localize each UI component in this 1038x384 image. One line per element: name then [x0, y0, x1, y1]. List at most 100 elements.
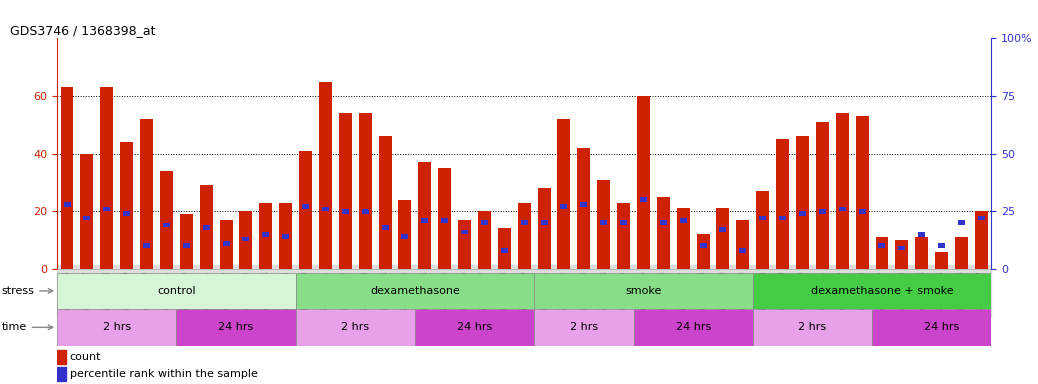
Bar: [978, 216, 985, 220]
Text: GDS3746 / 1368398_at: GDS3746 / 1368398_at: [10, 24, 156, 37]
Bar: [958, 220, 965, 225]
Bar: [57, 309, 176, 346]
Bar: [975, 211, 988, 269]
Text: dexamethasone: dexamethasone: [370, 286, 460, 296]
Bar: [438, 168, 452, 269]
Bar: [500, 248, 508, 253]
Bar: [60, 88, 74, 269]
Bar: [898, 246, 905, 250]
Bar: [535, 309, 633, 346]
Bar: [222, 241, 229, 246]
Bar: [757, 191, 769, 269]
Bar: [399, 200, 411, 269]
Bar: [819, 209, 826, 214]
Bar: [481, 220, 488, 225]
Text: count: count: [70, 352, 101, 362]
Bar: [640, 197, 647, 202]
Bar: [63, 202, 71, 207]
Bar: [101, 88, 113, 269]
Bar: [319, 82, 332, 269]
Bar: [83, 216, 90, 220]
Bar: [441, 218, 448, 223]
Bar: [382, 225, 388, 230]
Bar: [282, 234, 290, 239]
Bar: [359, 113, 372, 269]
Bar: [421, 218, 429, 223]
Bar: [600, 220, 607, 225]
Bar: [176, 309, 296, 346]
Bar: [458, 220, 471, 269]
Bar: [875, 237, 889, 269]
Text: 2 hrs: 2 hrs: [798, 322, 826, 333]
Bar: [263, 232, 269, 237]
Bar: [183, 243, 190, 248]
Bar: [919, 232, 925, 237]
Bar: [557, 119, 571, 269]
Bar: [199, 185, 213, 269]
Bar: [796, 136, 809, 269]
Bar: [580, 202, 588, 207]
Text: 2 hrs: 2 hrs: [342, 322, 370, 333]
Text: 24 hrs: 24 hrs: [676, 322, 711, 333]
Bar: [379, 136, 391, 269]
Text: 2 hrs: 2 hrs: [570, 322, 598, 333]
Bar: [302, 204, 309, 209]
Bar: [776, 139, 789, 269]
Bar: [81, 154, 93, 269]
Text: 24 hrs: 24 hrs: [218, 322, 253, 333]
Bar: [816, 122, 828, 269]
Bar: [637, 96, 650, 269]
Bar: [163, 223, 170, 227]
Bar: [296, 309, 415, 346]
Bar: [700, 243, 707, 248]
Bar: [780, 216, 786, 220]
Bar: [322, 207, 329, 211]
Bar: [541, 220, 548, 225]
Bar: [739, 248, 746, 253]
Bar: [736, 220, 749, 269]
Bar: [855, 116, 869, 269]
Bar: [402, 234, 408, 239]
Bar: [878, 243, 885, 248]
Bar: [620, 220, 627, 225]
Bar: [140, 119, 153, 269]
Bar: [839, 207, 846, 211]
Text: stress: stress: [1, 286, 53, 296]
Bar: [57, 273, 296, 309]
Bar: [753, 273, 1011, 309]
Text: percentile rank within the sample: percentile rank within the sample: [70, 369, 257, 379]
Bar: [896, 240, 908, 269]
Bar: [597, 180, 610, 269]
Bar: [935, 252, 948, 269]
Bar: [143, 243, 151, 248]
Bar: [477, 211, 491, 269]
Bar: [938, 243, 945, 248]
Bar: [719, 227, 727, 232]
Bar: [120, 142, 133, 269]
Bar: [577, 148, 591, 269]
Bar: [338, 113, 352, 269]
Bar: [260, 203, 272, 269]
Bar: [535, 273, 753, 309]
Bar: [858, 209, 866, 214]
Text: time: time: [1, 322, 53, 333]
Bar: [160, 171, 173, 269]
Bar: [415, 309, 535, 346]
Text: 24 hrs: 24 hrs: [457, 322, 492, 333]
Bar: [342, 209, 349, 214]
Bar: [753, 309, 872, 346]
Bar: [243, 237, 249, 241]
Bar: [418, 162, 431, 269]
Bar: [677, 209, 689, 269]
Text: control: control: [157, 286, 195, 296]
Text: 24 hrs: 24 hrs: [924, 322, 959, 333]
Bar: [872, 309, 1011, 346]
Bar: [518, 203, 530, 269]
Bar: [657, 197, 670, 269]
Bar: [498, 228, 511, 269]
Bar: [561, 204, 568, 209]
Bar: [180, 214, 193, 269]
Bar: [104, 207, 110, 211]
Bar: [618, 203, 630, 269]
Text: smoke: smoke: [625, 286, 661, 296]
